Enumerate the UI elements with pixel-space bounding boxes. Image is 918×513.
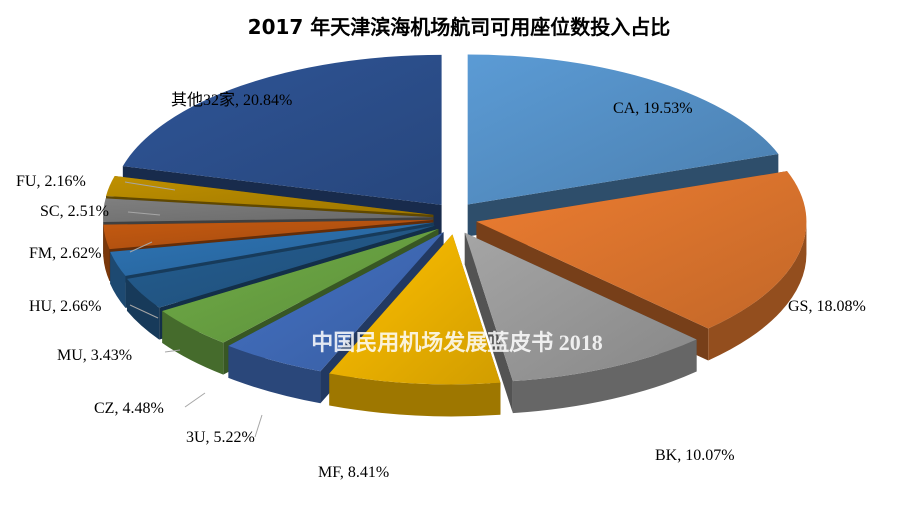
slice-wall-MF: [329, 373, 501, 417]
slice-MU: [126, 225, 436, 308]
slice-wall-BK: [512, 339, 697, 414]
slice-FU: [106, 176, 434, 215]
slice-CZ: [162, 228, 439, 343]
data-label-SC: SC, 2.51%: [40, 203, 109, 220]
slice-CA: [467, 54, 779, 205]
slice-wall-HU: [110, 251, 126, 308]
leader-line: [127, 211, 161, 216]
data-label-MU: MU, 3.43%: [57, 347, 132, 364]
slice-HU: [110, 222, 434, 276]
data-label-CZ: CZ, 4.48%: [94, 400, 164, 417]
slice-MF: [329, 234, 501, 385]
slice-side-BK: [464, 232, 513, 414]
data-label-BK: BK, 10.07%: [655, 447, 735, 464]
data-label-GS: GS, 18.08%: [788, 298, 866, 315]
chart-title: 2017 年天津滨海机场航司可用座位数投入占比: [248, 15, 671, 39]
leader-line: [184, 392, 206, 408]
watermark: 中国民用机场发展蓝皮书 2018: [311, 330, 603, 355]
leader-line: [164, 349, 181, 353]
leader-lines: [124, 181, 263, 438]
slice-wall-GS: [708, 221, 807, 361]
data-label-其他32家: 其他32家, 20.84%: [171, 91, 292, 109]
data-label-3U: 3U, 5.22%: [186, 429, 255, 446]
slice-SC: [103, 198, 434, 223]
data-labels: CA, 19.53% GS, 18.08% BK, 10.07% MF, 8.41% 3…: [16, 91, 866, 481]
slice-wall-CZ: [162, 310, 224, 375]
data-label-HU: HU, 2.66%: [29, 298, 101, 315]
slice-wall-3U: [228, 345, 321, 404]
slice-BK: [464, 232, 697, 382]
data-label-CA: CA, 19.53%: [613, 100, 693, 117]
slice-FM: [103, 219, 434, 250]
leader-line: [129, 304, 159, 319]
slice-其他32家: [122, 54, 442, 205]
pie-slices: [103, 54, 807, 385]
leader-line: [124, 181, 176, 191]
data-label-FU: FU, 2.16%: [16, 173, 86, 190]
data-label-MF: MF, 8.41%: [318, 464, 389, 481]
slice-wall-FM: [103, 224, 110, 282]
slice-3U: [228, 232, 444, 372]
data-label-FM: FM, 2.62%: [29, 245, 101, 262]
leader-line: [129, 241, 153, 253]
slice-GS: [476, 171, 807, 329]
slice-wall-MU: [126, 278, 160, 340]
leader-line: [254, 414, 263, 438]
